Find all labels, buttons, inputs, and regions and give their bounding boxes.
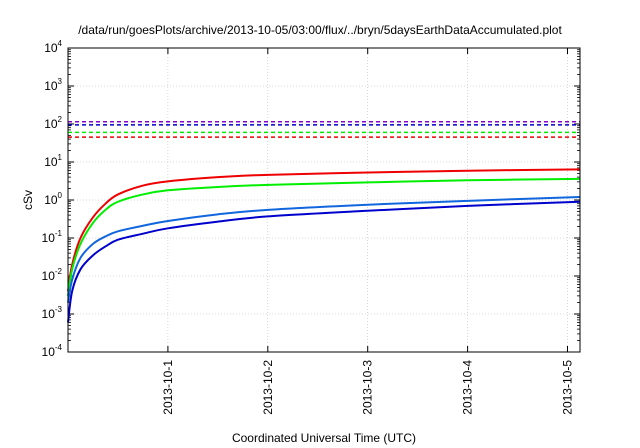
series-lines [67,168,581,323]
plot-frame [67,47,581,353]
series-line [67,168,581,292]
y-tick-label: 101 [44,153,62,169]
x-tick-label: 2013-10-1 [161,360,175,415]
x-tick-label: 2013-10-2 [261,360,275,415]
y-tick-label: 10-3 [42,305,63,321]
series-line [67,200,581,323]
series-line [67,177,581,297]
y-tick-label: 104 [44,39,62,55]
x-tick-label: 2013-10-5 [561,360,575,415]
y-tick-label: 10-4 [42,343,63,359]
y-tick-label: 10-1 [42,229,63,245]
threshold-lines [68,120,580,138]
axis-ticks: 10-4 10-3 10-2 10-1 100 101 102 103 104 2013-10-1… [42,39,580,415]
chart-title: /data/run/goesPlots/archive/2013-10-05/0… [78,23,562,37]
y-tick-label: 103 [44,77,62,93]
y-tick-label: 10-2 [42,267,63,283]
y-tick-label: 100 [44,191,62,207]
x-tick-label: 2013-10-3 [361,360,375,415]
x-tick-label: 2013-10-4 [461,360,475,415]
x-axis-label: Coordinated Universal Time (UTC) [232,431,416,445]
series-line [67,195,581,303]
y-axis-label: cSv [21,190,35,210]
y-tick-label: 102 [44,115,62,131]
